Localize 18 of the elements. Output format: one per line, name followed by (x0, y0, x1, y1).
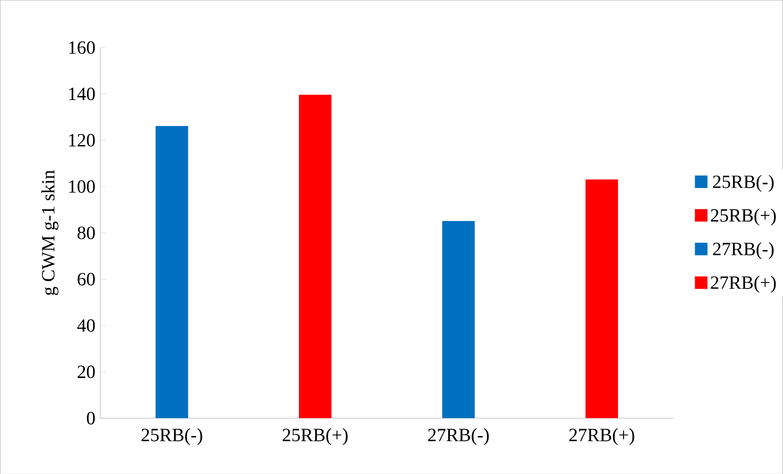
x-tick-label: 27RB(+) (569, 428, 634, 445)
legend-label: 27RB(+) (710, 276, 776, 293)
x-tick-label: 27RB(-) (428, 428, 489, 445)
y-tick-label: 20 (78, 365, 95, 378)
y-tick-label: 120 (69, 134, 95, 146)
y-tick-label: 160 (69, 41, 95, 54)
legend-label: 25RB(+) (710, 208, 776, 226)
y-tick-label: 140 (69, 87, 95, 100)
y-tick-label: 80 (78, 226, 95, 239)
y-tick-label: 0 (86, 412, 95, 424)
legend-label: 27RB(-) (713, 242, 774, 259)
y-tick-label: 100 (69, 180, 95, 193)
x-tick-label: 25RB(+) (282, 428, 348, 445)
y-tick-label: 60 (78, 272, 95, 286)
y-axis-title: g CWM g-1 skin (41, 170, 58, 295)
x-tick-label: 25RB(-) (142, 428, 202, 445)
legend-label: 25RB(-) (713, 174, 774, 192)
y-tick-label: 40 (77, 319, 95, 332)
